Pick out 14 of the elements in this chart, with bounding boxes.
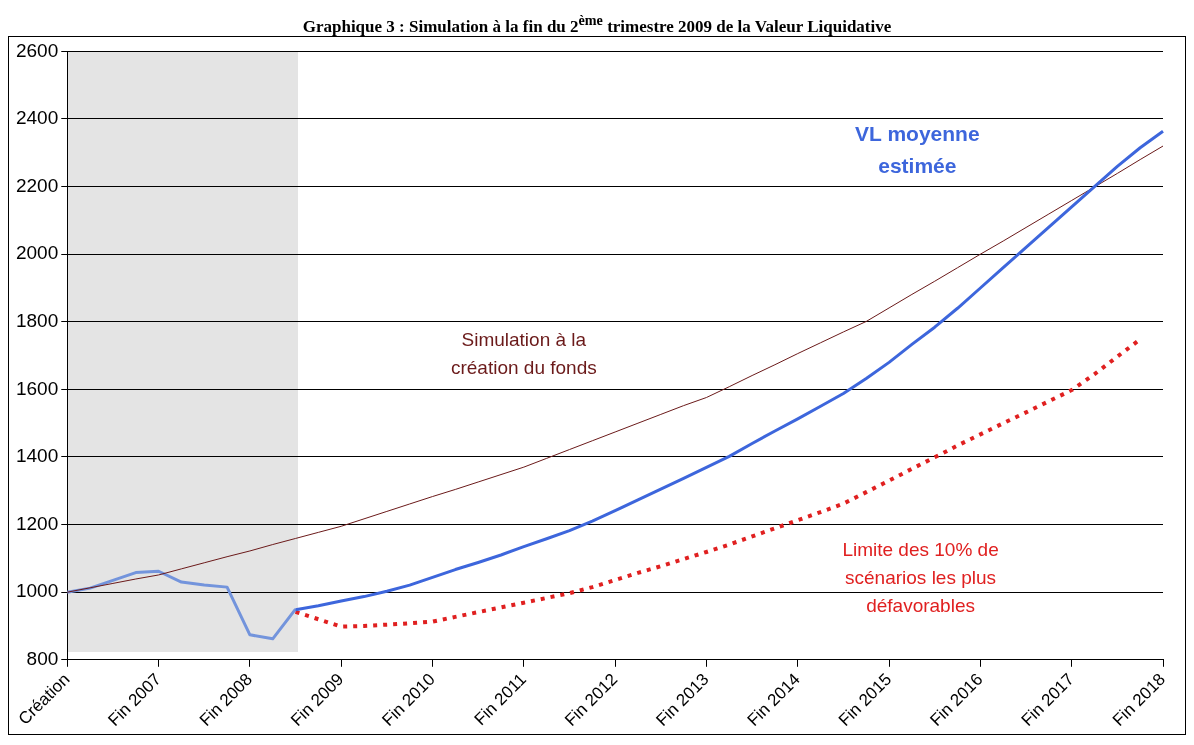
- y-tick-label: 1600: [15, 377, 59, 399]
- y-tick-label: 2000: [15, 242, 59, 264]
- y-tick-label: 2400: [15, 107, 59, 129]
- text: Simulation à la création du fonds: [450, 329, 597, 379]
- y-tick-label: 2600: [15, 39, 59, 61]
- text: VL moyenne estimée: [855, 122, 980, 178]
- y-tick-label: 1400: [15, 445, 59, 467]
- y-tick-label: 1200: [15, 512, 59, 534]
- y-tick-label: 2200: [15, 174, 59, 196]
- series-label: Limite des 10% de scénarios les plus défavorables: [842, 538, 999, 616]
- y-tick-label: 1000: [15, 580, 59, 602]
- y-tick-label: 1800: [15, 310, 59, 332]
- y-tick-label: 800: [26, 648, 59, 670]
- chart-title: Graphique 3 : Simulation à la fin du 2$^{ème}$ trimestre 2009 de la Valeur Liquidative: [301, 11, 893, 36]
